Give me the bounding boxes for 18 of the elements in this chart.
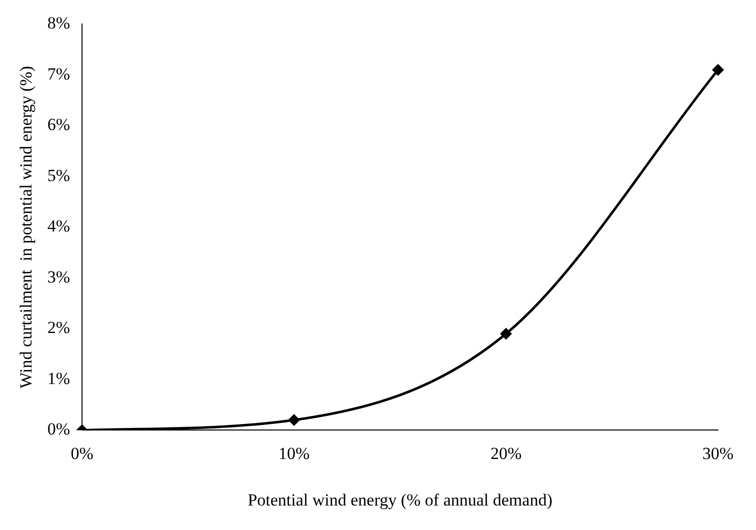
y-tick-label: 0% <box>47 420 70 439</box>
y-tick-label: 2% <box>47 318 70 338</box>
y-tick-label: 7% <box>47 64 70 84</box>
x-tick-label: 20% <box>490 444 522 463</box>
y-tick-label: 8% <box>47 14 70 33</box>
y-tick-label: 3% <box>47 267 70 286</box>
point <box>500 328 512 340</box>
y-tick-label: 6% <box>47 115 70 134</box>
point <box>288 414 300 426</box>
x-axis-title: Potential wind energy (% of annual demand) <box>248 490 552 510</box>
point <box>712 64 724 76</box>
x-tick-label: 10% <box>278 444 310 463</box>
y-axis-title: Wind curtailment in potential wind energy (%) <box>16 66 36 388</box>
y-tick-label: 5% <box>47 166 70 185</box>
x-tick-label: 0% <box>70 444 94 463</box>
y-tick-label: 4% <box>47 216 70 236</box>
x-tick-label: 30% <box>702 444 734 463</box>
y-tick-label: 1% <box>47 368 70 388</box>
